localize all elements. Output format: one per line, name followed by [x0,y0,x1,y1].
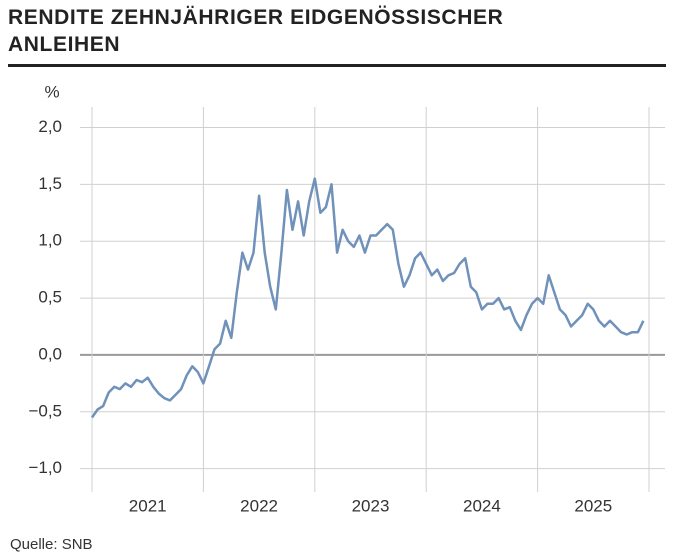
title-rule [8,64,666,67]
y-tick-label: 0,5 [38,288,62,307]
y-tick-label: −1,0 [28,458,62,477]
source: Quelle: SNB [10,536,93,553]
x-tick-label: 2021 [129,496,167,515]
y-tick-label: 2,0 [38,117,62,136]
x-tick-label: 2025 [574,496,612,515]
y-tick-label: −0,5 [28,401,62,420]
x-tick-label: 2022 [240,496,278,515]
chart-title: RENDITE ZEHNJÄHRIGER EIDGENÖSSISCHER ANL… [8,6,504,56]
y-tick-label: 0,0 [38,344,62,363]
y-tick-label: 1,0 [38,231,62,250]
x-tick-label: 2024 [463,496,501,515]
y-tick-label: 1,5 [38,174,62,193]
x-tick-label: 2023 [352,496,390,515]
y-unit: % [44,82,59,101]
yield-line [90,177,645,419]
